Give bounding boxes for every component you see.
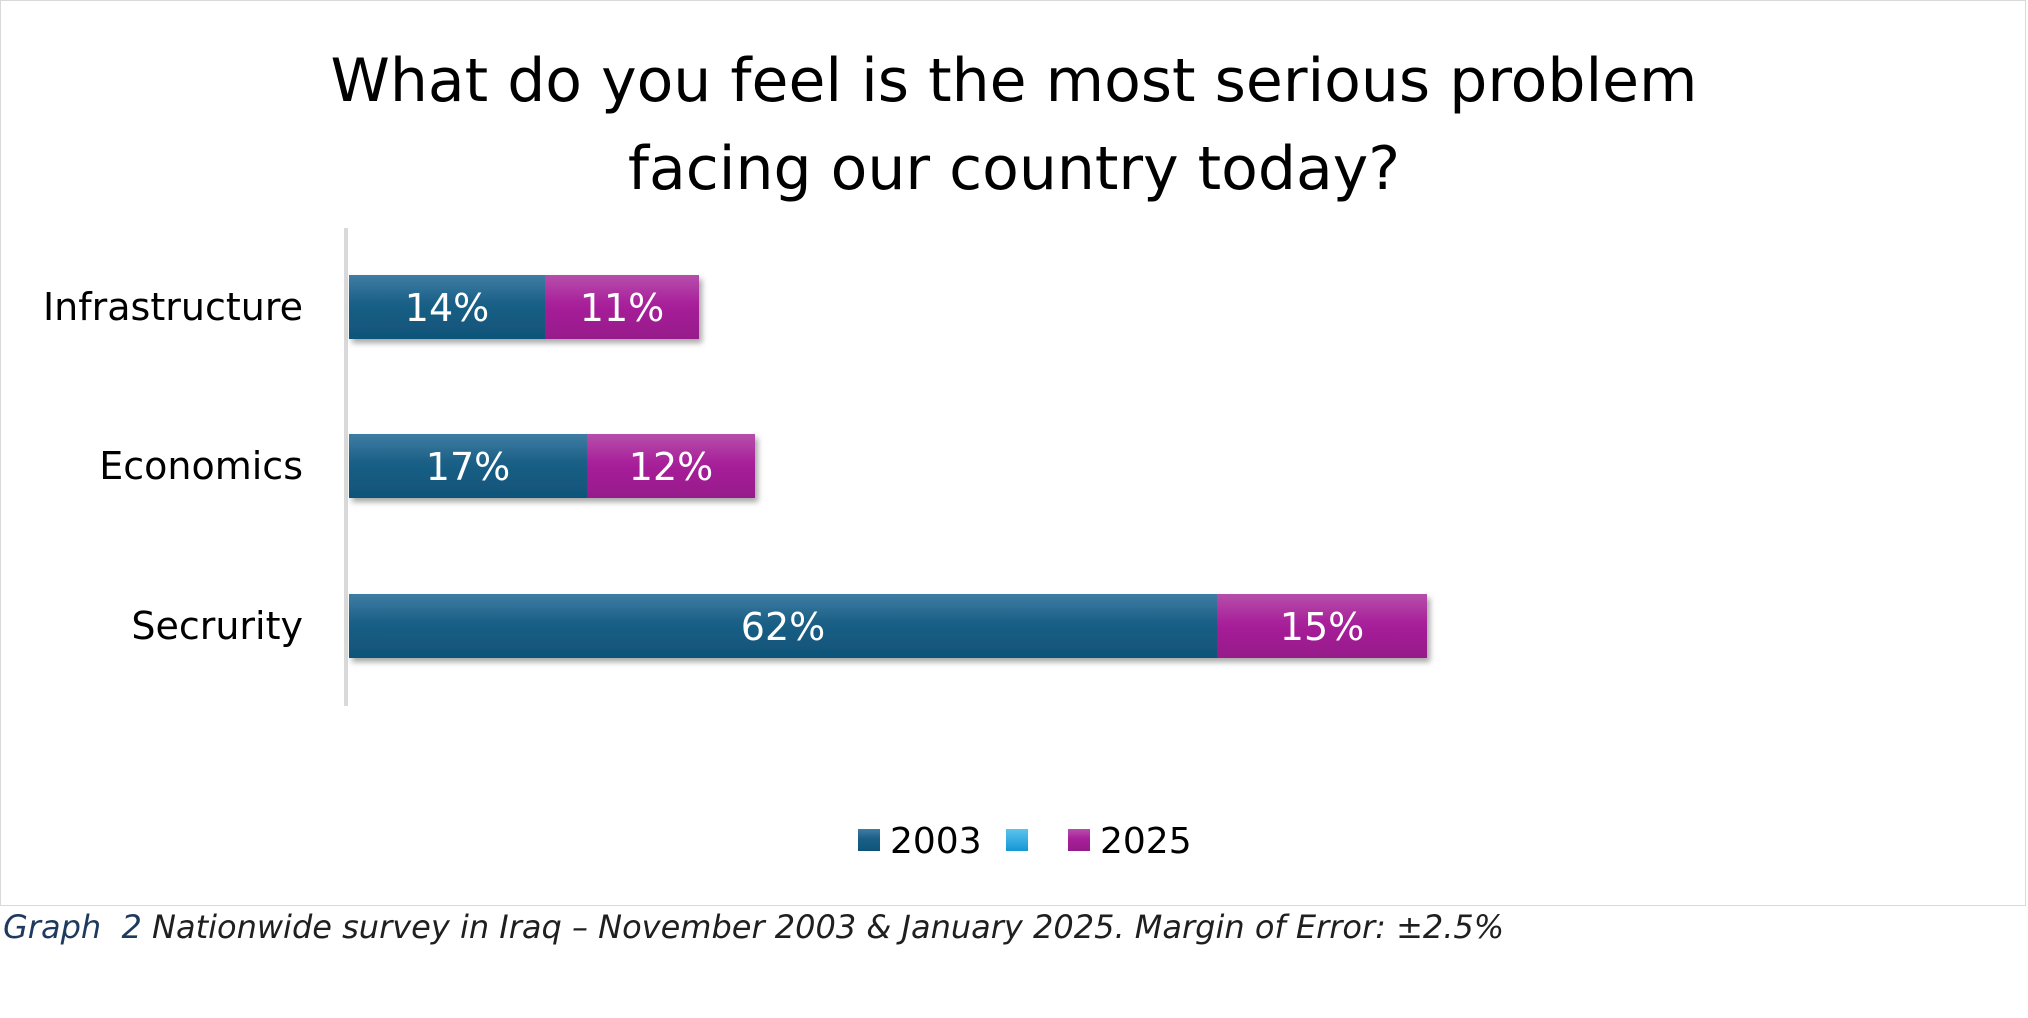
bar-chart: What do you feel is the most serious pro… — [43, 46, 1698, 862]
category-label-infrastructure: Infrastructure — [43, 285, 303, 329]
bar-2025-economics — [587, 434, 755, 498]
bar-2025-secrurity — [1217, 594, 1427, 658]
category-label-economics: Economics — [99, 444, 303, 488]
legend: 2003 2025 — [858, 821, 1192, 862]
caption-label: Graph — [3, 908, 102, 946]
chart-frame — [0, 0, 2026, 906]
legend-label-2003: 2003 — [890, 821, 982, 862]
legend-swatch-series1 — [1006, 829, 1028, 851]
data-label-2025-infrastructure: 11% — [580, 286, 664, 330]
legend-label-2025: 2025 — [1100, 821, 1192, 862]
bar-row-secrurity — [349, 594, 1427, 658]
bar-2003-secrurity — [349, 594, 1217, 658]
data-label-2025-economics: 12% — [629, 445, 713, 489]
legend-swatch-2003 — [858, 829, 880, 851]
legend-swatch-2025 — [1068, 829, 1090, 851]
bar-2003-infrastructure — [349, 275, 545, 339]
labels-group: Infrastructure 14% 11% Economics 17% 12% Secru… — [43, 285, 1364, 649]
bar-row-economics — [349, 434, 755, 498]
chart-title-line-1: What do you feel is the most serious pro… — [331, 46, 1698, 116]
figure-caption: Graph 2 Nationwide survey in Iraq – Nove… — [3, 908, 1504, 946]
category-label-secrurity: Secrurity — [131, 604, 303, 648]
data-label-2025-secrurity: 15% — [1280, 605, 1364, 649]
bar-2025-infrastructure — [545, 275, 699, 339]
bars-group — [349, 275, 1427, 658]
bar-2003-economics — [349, 434, 587, 498]
data-label-2003-secrurity: 62% — [741, 605, 825, 649]
chart-title-line-2: facing our country today? — [628, 134, 1400, 204]
caption-number: 2 — [121, 908, 142, 946]
bar-row-infrastructure — [349, 275, 699, 339]
data-label-2003-infrastructure: 14% — [405, 286, 489, 330]
data-label-2003-economics: 17% — [426, 445, 510, 489]
caption-text: Nationwide survey in Iraq – November 200… — [152, 908, 1505, 946]
